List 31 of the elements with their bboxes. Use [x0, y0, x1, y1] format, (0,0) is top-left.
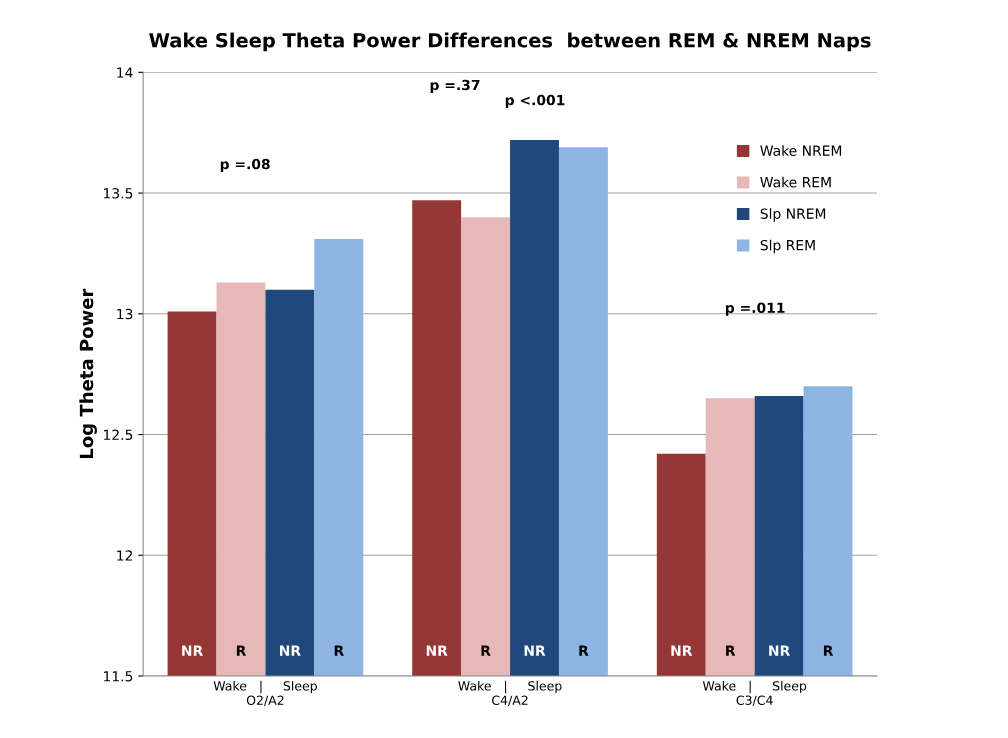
y-tick-label: 11.5 — [104, 671, 133, 682]
data-label: R — [481, 645, 491, 656]
chart-title: Wake Sleep Theta Power Differences between REM & NREM Naps — [149, 32, 871, 52]
data-label: NR — [671, 645, 693, 656]
annotation: p =.08 — [220, 158, 270, 173]
y-tick-label: 12 — [117, 550, 133, 561]
x-tick-label: Wake | Sleep C3/C4 — [702, 680, 807, 706]
legend-label: Wake NREM — [760, 145, 842, 156]
data-label: R — [823, 645, 834, 656]
data-label: R — [726, 645, 736, 656]
y-tick-label: 13.5 — [104, 188, 133, 199]
data-label: NR — [524, 645, 546, 656]
data-label: NR — [182, 645, 203, 656]
data-label: NR — [280, 645, 301, 656]
x-tick-label: Wake | Sleep C4/A2 — [458, 680, 562, 706]
data-label: NR — [426, 645, 448, 656]
data-label: R — [236, 645, 247, 656]
data-label: NR — [769, 645, 790, 656]
data-label: R — [579, 645, 589, 656]
y-tick-label: 12.5 — [104, 429, 133, 441]
x-tick-label: Wake | Sleep O2/A2 — [213, 680, 317, 706]
data-label: R — [334, 645, 344, 656]
y-tick-label: 13 — [117, 308, 133, 320]
legend-label: Slp NREM — [760, 208, 826, 222]
annotation: p =.37 — [430, 79, 480, 93]
legend-label: Wake REM — [760, 176, 831, 188]
annotation: p <.001 — [505, 94, 565, 109]
annotation: p =.011 — [725, 302, 785, 316]
legend-label: Slp REM — [760, 239, 815, 254]
y-axis-title: Log Theta Power — [79, 288, 97, 459]
y-tick-label: 14 — [117, 67, 133, 78]
